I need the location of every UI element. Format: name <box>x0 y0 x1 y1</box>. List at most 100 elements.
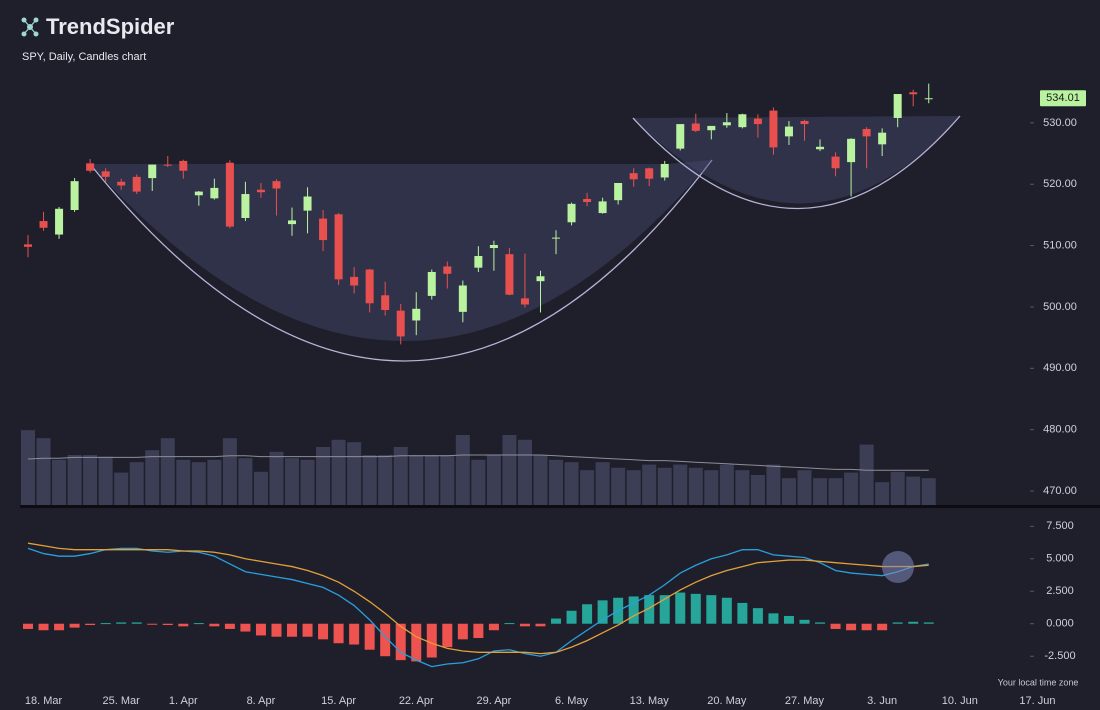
histogram-bar <box>721 597 732 624</box>
candle-body <box>738 114 747 128</box>
histogram-bar <box>504 623 515 625</box>
volume-bar <box>160 438 175 507</box>
volume-bar <box>129 462 144 507</box>
candle-body <box>784 126 793 137</box>
candle-body <box>831 156 840 169</box>
volume-bar <box>269 451 284 507</box>
y-tick-label: 7.500 <box>1046 520 1074 532</box>
candle-body <box>427 271 436 296</box>
candle-body <box>862 129 871 137</box>
volume-bar <box>828 478 843 507</box>
candle-body <box>924 98 933 100</box>
histogram-bar <box>240 623 251 632</box>
volume-bar <box>657 467 672 507</box>
volume-bar <box>797 470 812 507</box>
histogram-bar <box>488 623 499 631</box>
volume-panel <box>21 430 936 507</box>
candle-body <box>381 295 390 311</box>
volume-bar <box>906 476 921 507</box>
candle-body <box>878 132 887 145</box>
volume-bar <box>222 438 237 507</box>
histogram-bar <box>846 623 857 631</box>
y-tick-label: 2.500 <box>1046 585 1074 597</box>
axes: 470.00 480.00 490.00 500.00 510.00 520.00 530.… <box>25 90 1086 707</box>
histogram-bar <box>783 615 794 624</box>
x-tick-label: 17. Jun <box>1019 695 1055 707</box>
histogram-bar <box>519 623 530 627</box>
histogram-bar <box>411 623 422 662</box>
y-tick-label: 500.00 <box>1043 301 1077 313</box>
histogram-bar <box>209 623 220 627</box>
volume-bar <box>191 462 206 507</box>
histogram-bar <box>535 623 546 627</box>
volume-bar <box>580 470 595 507</box>
panel-divider <box>20 505 1100 508</box>
volume-bar <box>83 455 98 507</box>
candle-body <box>163 164 172 166</box>
candle-body <box>645 168 654 179</box>
y-tick-label: 0.000 <box>1046 618 1074 630</box>
histogram-bar <box>349 623 360 645</box>
y-tick-label: 510.00 <box>1043 239 1077 251</box>
candle-body <box>194 191 203 196</box>
volume-bar <box>471 459 486 507</box>
histogram-bar <box>551 618 562 624</box>
candle-body <box>117 181 126 186</box>
volume-ma-line <box>27 454 929 471</box>
x-tick-label: 29. Apr <box>476 695 511 707</box>
histogram-bar <box>23 623 33 629</box>
y-tick-label: 490.00 <box>1043 362 1077 374</box>
brand: TrendSpider <box>46 14 175 39</box>
candle-body <box>583 198 592 203</box>
volume-bar <box>253 471 268 507</box>
price-panel <box>24 83 933 345</box>
histogram-bar <box>861 623 872 631</box>
volume-bar <box>114 472 129 507</box>
last-price-label: 534.01 <box>1046 92 1080 104</box>
histogram-bar <box>426 623 437 658</box>
histogram-bar <box>659 595 670 624</box>
histogram-bar <box>442 623 453 648</box>
candle-body <box>614 183 623 201</box>
volume-bar <box>921 478 936 507</box>
candle-body <box>334 214 343 280</box>
histogram-bar <box>877 623 888 631</box>
histogram-bar <box>582 604 593 624</box>
candle-body <box>909 92 918 95</box>
candle-body <box>303 196 312 211</box>
candle-body <box>800 121 809 125</box>
x-tick-label: 15. Apr <box>321 695 356 707</box>
candle-body <box>24 244 32 247</box>
candle-body <box>598 201 607 214</box>
volume-bar <box>564 462 579 507</box>
macd-line <box>27 547 929 668</box>
histogram-bar <box>473 623 484 639</box>
y-tick-label: 530.00 <box>1043 117 1077 129</box>
volume-bar <box>549 459 564 507</box>
x-tick-label: 1. Apr <box>169 695 198 707</box>
histogram-bar <box>364 623 375 650</box>
histogram-bar <box>892 622 903 624</box>
volume-bar <box>316 447 331 507</box>
candle-body <box>241 194 250 218</box>
candle-body <box>70 181 79 210</box>
volume-bar <box>688 467 703 507</box>
volume-bar <box>300 459 315 507</box>
volume-bar <box>844 472 859 507</box>
histogram-bar <box>706 595 717 624</box>
histogram-bar <box>644 595 655 624</box>
x-tick-label: 13. May <box>630 695 670 707</box>
chart-title: SPY, Daily, Candles chart <box>22 51 146 63</box>
y-tick-label: 470.00 <box>1043 485 1077 497</box>
volume-bar <box>642 464 657 507</box>
histogram-bar <box>224 623 235 629</box>
candle-body <box>443 266 452 274</box>
x-tick-label: 8. Apr <box>247 695 276 707</box>
x-tick-label: 22. Apr <box>399 695 434 707</box>
candle-body <box>520 298 529 305</box>
volume-bar <box>502 435 517 507</box>
x-tick-label: 27. May <box>785 695 825 707</box>
volume-bar <box>207 459 222 507</box>
volume-bar <box>813 478 828 507</box>
